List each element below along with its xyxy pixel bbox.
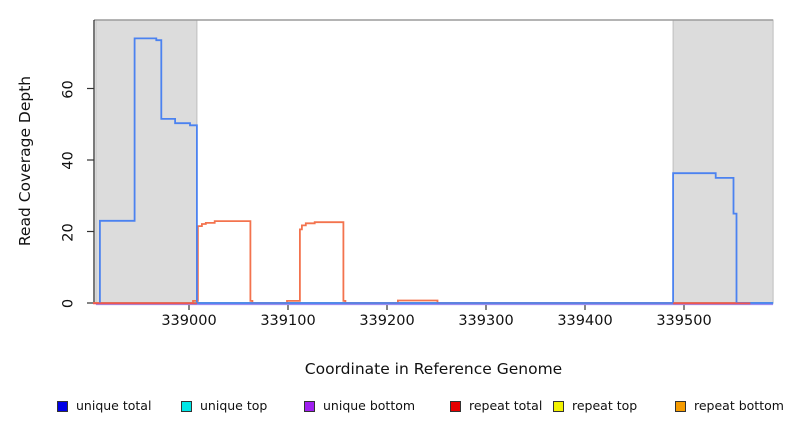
unique-total-swatch-icon [57,400,68,412]
shaded-region-left [95,19,198,304]
repeat-top-swatch-icon [553,400,564,412]
y-tick-label: 60 [60,79,77,99]
legend-item-repeat-bottom: repeat bottom [675,398,784,414]
legend-label: repeat bottom [694,398,784,413]
legend-item-repeat-top: repeat top [553,398,637,414]
repeat-bottom-swatch-icon [675,400,686,412]
legend-item-unique-total: unique total [57,398,151,414]
legend-label: unique bottom [323,398,416,413]
x-tick-label: 339500 [656,313,712,329]
x-tick-label: 339000 [161,313,217,329]
y-tick-label: 0 [60,298,77,309]
legend-label: repeat top [572,398,638,413]
shaded-region-right [672,19,774,304]
y-tick-label: 40 [60,151,77,170]
x-tick-label: 339100 [260,313,316,329]
unique-bottom-swatch-icon [304,400,315,412]
x-tick-label: 339400 [557,313,613,329]
x-tick-label: 339300 [458,313,514,329]
plot-legend: unique total unique top unique bottom repea… [0,398,792,418]
legend-label: unique top [200,398,268,413]
y-tick-label: 20 [60,222,77,242]
repeat-total-swatch-icon [450,400,461,412]
legend-item-repeat-total: repeat total [450,398,542,414]
legend-label: unique total [76,398,152,413]
unique-total-line [99,37,774,304]
legend-label: repeat total [469,398,543,413]
legend-item-unique-bottom: unique bottom [304,398,415,414]
unique-top-swatch-icon [181,400,192,412]
repeat-bottom-line [93,220,751,304]
x-tick-label: 339200 [359,313,415,329]
y-axis-title: Read Coverage Depth [16,75,34,247]
x-axis-title: Coordinate in Reference Genome [304,360,563,378]
legend-item-unique-top: unique top [181,398,267,414]
